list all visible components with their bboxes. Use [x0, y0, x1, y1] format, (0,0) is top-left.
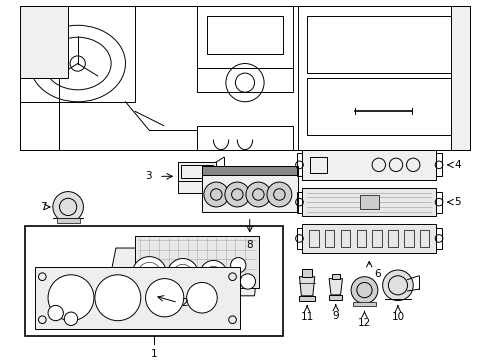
Circle shape	[48, 305, 63, 321]
Bar	[306, 78, 459, 135]
Bar	[328, 295, 342, 300]
Bar	[331, 274, 339, 279]
Text: 5: 5	[453, 197, 460, 207]
Bar	[20, 6, 68, 78]
Text: 9: 9	[332, 311, 338, 321]
Bar	[35, 267, 240, 329]
Bar	[296, 228, 302, 249]
Text: 10: 10	[390, 312, 404, 322]
Bar	[359, 195, 378, 209]
Circle shape	[266, 182, 291, 207]
Circle shape	[245, 182, 270, 207]
Text: 11: 11	[300, 312, 313, 322]
Bar	[302, 224, 435, 253]
Circle shape	[132, 257, 166, 291]
Text: 4: 4	[453, 160, 460, 170]
Polygon shape	[328, 279, 342, 295]
Text: 3: 3	[145, 171, 152, 181]
Circle shape	[224, 182, 249, 207]
Bar	[202, 166, 297, 175]
Text: 6: 6	[373, 269, 380, 279]
Bar	[135, 235, 259, 288]
Circle shape	[95, 275, 141, 321]
Bar	[372, 230, 381, 247]
Bar	[324, 230, 334, 247]
Text: 7: 7	[41, 202, 47, 212]
Bar	[306, 16, 459, 73]
Polygon shape	[299, 277, 314, 296]
Bar	[197, 6, 292, 68]
Bar	[403, 230, 413, 247]
Bar	[20, 6, 468, 149]
Bar	[197, 68, 292, 92]
Bar	[296, 153, 302, 176]
Bar	[20, 6, 135, 102]
Circle shape	[186, 283, 217, 313]
Circle shape	[64, 312, 78, 325]
Bar	[435, 153, 441, 176]
Text: 2: 2	[181, 297, 187, 307]
Bar	[449, 6, 468, 149]
Bar	[309, 157, 326, 172]
Bar	[206, 16, 283, 54]
Circle shape	[200, 260, 226, 287]
Text: 12: 12	[357, 318, 370, 328]
Circle shape	[240, 274, 255, 289]
Bar	[57, 219, 80, 223]
Bar	[302, 188, 435, 216]
Text: 1: 1	[150, 349, 157, 359]
Bar	[197, 126, 292, 149]
Bar	[308, 230, 318, 247]
Circle shape	[167, 258, 198, 289]
Bar	[178, 162, 216, 193]
Bar	[181, 165, 213, 178]
Circle shape	[203, 182, 228, 207]
Text: 8: 8	[246, 240, 253, 250]
Bar	[356, 230, 366, 247]
Bar	[302, 149, 435, 180]
Bar	[435, 192, 441, 213]
Circle shape	[350, 277, 377, 303]
Circle shape	[48, 275, 94, 321]
Bar	[202, 166, 297, 212]
Polygon shape	[106, 248, 259, 296]
Bar	[20, 78, 59, 149]
Bar	[25, 226, 283, 336]
Bar	[296, 192, 302, 213]
Circle shape	[230, 258, 245, 273]
Circle shape	[53, 192, 83, 222]
Bar	[340, 230, 349, 247]
Bar	[387, 230, 397, 247]
Bar	[299, 296, 314, 301]
Bar	[352, 302, 375, 306]
Bar	[435, 228, 441, 249]
Bar	[302, 269, 311, 277]
Circle shape	[382, 270, 412, 301]
Bar	[297, 6, 468, 149]
Circle shape	[145, 279, 183, 317]
Bar	[419, 230, 428, 247]
